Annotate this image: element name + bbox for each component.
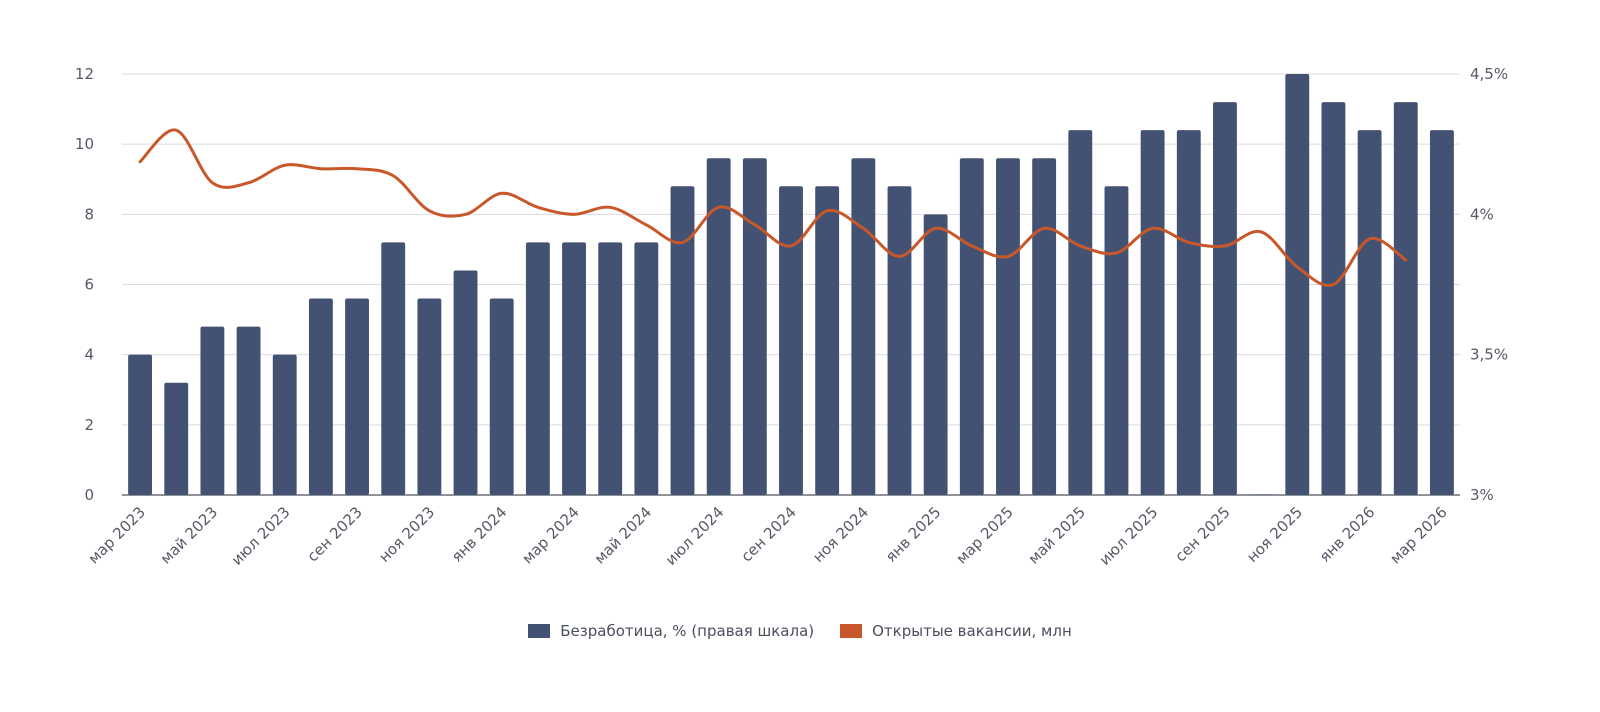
bar <box>1321 102 1346 496</box>
bar <box>923 214 948 496</box>
bar <box>706 158 731 495</box>
bar <box>272 354 297 495</box>
x-axis-ticks: мар 2023 май 2023 июл 2023 сен 2023 ноя 2023… <box>85 503 1451 569</box>
x-tick-label: янв 2026 <box>1316 503 1379 566</box>
x-tick-label: мар 2025 <box>952 503 1016 567</box>
bar <box>236 326 261 495</box>
right-tick-label: 4% <box>1470 205 1494 223</box>
right-tick-label: 3,5% <box>1470 346 1508 364</box>
bar <box>996 158 1020 495</box>
line-series <box>138 128 1408 287</box>
left-axis-ticks: 0 2 4 6 8 10 12 <box>75 65 94 504</box>
bar <box>417 298 442 495</box>
bar-series <box>128 74 1454 496</box>
bar <box>1249 494 1274 495</box>
x-tick-label: янв 2024 <box>448 503 511 566</box>
legend: Безработица, % (правая шкала) Открытые в… <box>0 622 1600 640</box>
bar <box>381 242 406 495</box>
left-tick-label: 12 <box>75 65 94 83</box>
bar <box>742 158 767 495</box>
x-tick-label: сен 2025 <box>1171 503 1233 565</box>
x-tick-label: янв 2025 <box>882 503 945 566</box>
right-tick-label: 4,5% <box>1470 65 1508 83</box>
bar <box>598 242 623 495</box>
bar <box>562 242 586 495</box>
left-tick-label: 6 <box>84 276 94 294</box>
x-tick-label: май 2025 <box>1025 503 1089 567</box>
left-tick-label: 4 <box>84 346 94 364</box>
x-tick-label: ноя 2024 <box>809 503 872 566</box>
x-tick-label: июл 2025 <box>1096 503 1162 569</box>
left-tick-label: 0 <box>84 486 94 504</box>
x-tick-label: май 2023 <box>157 503 221 567</box>
bar <box>1429 130 1454 495</box>
bar <box>345 298 369 495</box>
x-tick-label: ноя 2023 <box>375 503 438 566</box>
bar <box>815 186 840 495</box>
bar <box>779 186 803 495</box>
bar <box>1213 102 1237 496</box>
bar <box>453 270 478 495</box>
bar <box>1104 186 1129 495</box>
bar <box>1032 158 1057 495</box>
bar <box>525 242 550 495</box>
bar <box>308 298 333 495</box>
bar <box>1357 130 1382 495</box>
x-tick-label: сен 2023 <box>303 503 365 565</box>
legend-item-unemployment: Безработица, % (правая шкала) <box>528 622 814 640</box>
bar <box>670 186 695 495</box>
bar <box>1285 74 1310 495</box>
bar <box>200 326 225 495</box>
right-tick-label: 3% <box>1470 486 1494 504</box>
x-tick-label: мар 2024 <box>519 503 583 567</box>
bar <box>1068 130 1093 495</box>
legend-label-vacancies: Открытые вакансии, млн <box>872 622 1072 640</box>
x-tick-label: сен 2024 <box>737 503 799 565</box>
x-tick-label: ноя 2025 <box>1243 503 1306 566</box>
legend-item-vacancies: Открытые вакансии, млн <box>840 622 1072 640</box>
left-tick-label: 8 <box>84 205 94 223</box>
x-tick-label: июл 2024 <box>662 503 728 569</box>
right-axis-ticks: 3% 3,5% 4% 4,5% <box>1470 65 1508 504</box>
legend-swatch-vacancies <box>840 624 863 638</box>
x-tick-label: май 2024 <box>591 503 655 567</box>
legend-label-unemployment: Безработица, % (правая шкала) <box>560 622 815 640</box>
x-tick-label: мар 2023 <box>85 503 149 567</box>
bar <box>1393 102 1418 496</box>
bar <box>851 158 876 495</box>
bar <box>634 242 659 495</box>
x-tick-label: мар 2026 <box>1386 503 1450 567</box>
legend-swatch-unemployment <box>528 624 551 638</box>
bar <box>959 158 984 495</box>
bar <box>489 298 514 495</box>
bar <box>128 354 153 495</box>
left-tick-label: 10 <box>75 135 94 153</box>
bar <box>1176 130 1201 495</box>
left-tick-label: 2 <box>84 416 94 434</box>
bar <box>1140 130 1165 495</box>
bar <box>887 186 912 495</box>
vacancies-line <box>138 128 1408 287</box>
x-tick-label: июл 2023 <box>228 503 294 569</box>
bar <box>164 382 189 495</box>
